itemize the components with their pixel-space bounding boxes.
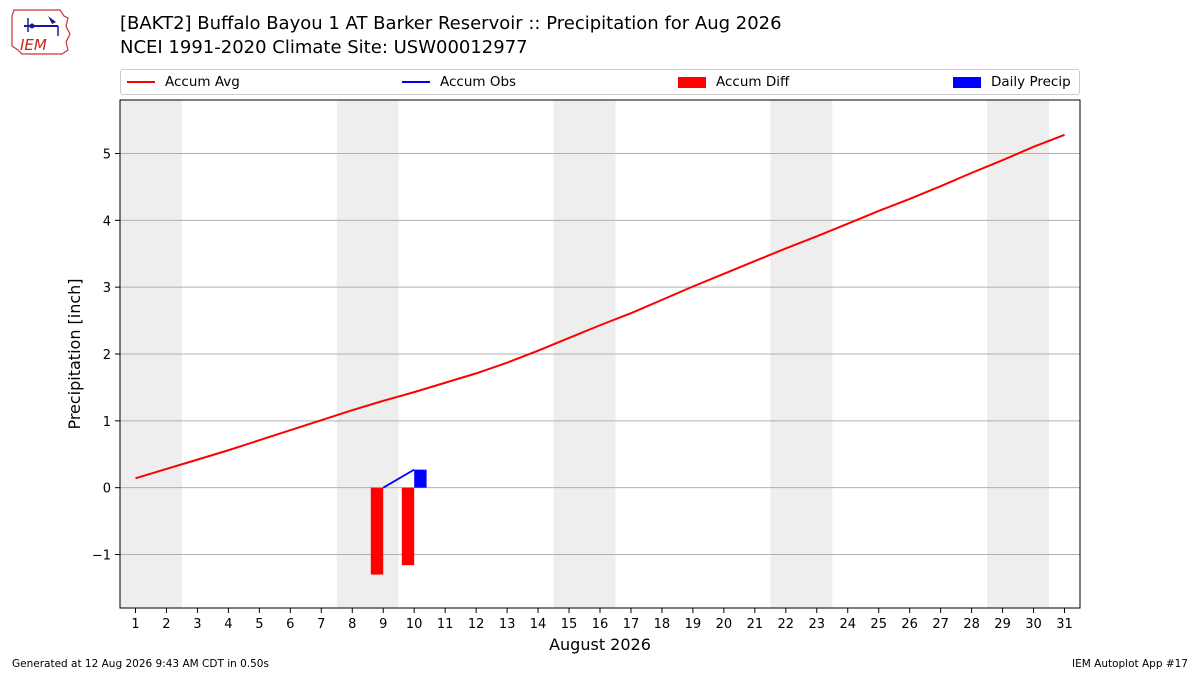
y-tick-label-4: 4 <box>103 214 111 229</box>
footer-app-id: IEM Autoplot App #17 <box>1072 658 1188 670</box>
x-tick-label-20: 20 <box>716 617 733 632</box>
x-tick-label-11: 11 <box>437 617 454 632</box>
chart-title: [BAKT2] Buffalo Bayou 1 AT Barker Reserv… <box>120 12 782 60</box>
iem-logo: IEM <box>11 9 71 55</box>
footer-generated: Generated at 12 Aug 2026 9:43 AM CDT in … <box>12 658 269 670</box>
x-tick-label-4: 4 <box>224 617 232 632</box>
x-tick-label-25: 25 <box>870 617 887 632</box>
x-tick-label-18: 18 <box>654 617 671 632</box>
x-tick-label-24: 24 <box>839 617 856 632</box>
x-tick-label-10: 10 <box>406 617 423 632</box>
legend-swatch-accum-avg <box>127 81 155 83</box>
x-tick-label-2: 2 <box>162 617 170 632</box>
y-tick-label-3: 3 <box>103 281 111 296</box>
x-tick-label-9: 9 <box>379 617 387 632</box>
y-tick-label-5: 5 <box>103 147 111 162</box>
accum-diff-bar-9 <box>370 487 384 575</box>
daily-precip-bar-10 <box>414 469 427 488</box>
x-tick-label-19: 19 <box>685 617 702 632</box>
x-axis-label: August 2026 <box>549 635 651 654</box>
x-tick-label-8: 8 <box>348 617 356 632</box>
accum-diff-bar-10 <box>401 487 415 566</box>
x-tick-label-31: 31 <box>1056 617 1073 632</box>
y-tick-label-2: 2 <box>103 348 111 363</box>
title-line-2: NCEI 1991-2020 Climate Site: USW00012977 <box>120 37 528 58</box>
legend-item-accum-obs: Accum Obs <box>402 70 516 94</box>
accum-avg-line <box>135 133 1065 480</box>
x-tick-label-22: 22 <box>778 617 795 632</box>
x-tick-label-6: 6 <box>286 617 294 632</box>
accum-obs-line <box>382 468 415 489</box>
x-tick-label-23: 23 <box>809 617 826 632</box>
legend-swatch-accum-diff <box>678 76 706 88</box>
legend-item-accum-diff: Accum Diff <box>678 70 789 94</box>
x-tick-label-28: 28 <box>963 617 980 632</box>
legend-label-accum-avg: Accum Avg <box>165 74 240 90</box>
x-tick-label-17: 17 <box>623 617 640 632</box>
y-tick-label-0: 0 <box>103 482 111 497</box>
legend-label-accum-diff: Accum Diff <box>716 74 790 90</box>
legend-item-daily-precip: Daily Precip <box>953 70 1071 94</box>
x-tick-label-12: 12 <box>468 617 485 632</box>
legend-swatch-daily-precip <box>953 76 981 88</box>
x-tick-label-16: 16 <box>592 617 609 632</box>
legend-swatch-accum-obs <box>402 81 430 83</box>
y-axis-label: Precipitation [inch] <box>65 278 84 429</box>
x-tick-label-3: 3 <box>193 617 201 632</box>
iem-logo-text: IEM <box>20 36 47 54</box>
x-tick-label-13: 13 <box>499 617 516 632</box>
x-tick-label-26: 26 <box>901 617 918 632</box>
title-line-1: [BAKT2] Buffalo Bayou 1 AT Barker Reserv… <box>120 13 782 34</box>
x-tick-label-30: 30 <box>1025 617 1042 632</box>
y-tick-label-1: 1 <box>103 415 111 430</box>
legend-item-accum-avg: Accum Avg <box>127 70 240 94</box>
x-tick-label-29: 29 <box>994 617 1011 632</box>
x-tick-label-27: 27 <box>932 617 949 632</box>
x-tick-label-5: 5 <box>255 617 263 632</box>
x-tick-label-14: 14 <box>530 617 547 632</box>
y-tick-label--1: −1 <box>92 549 111 564</box>
x-tick-label-21: 21 <box>747 617 764 632</box>
legend-label-daily-precip: Daily Precip <box>991 74 1071 90</box>
chart-legend: Accum Avg Accum Obs Accum Diff Daily Pre… <box>120 69 1080 95</box>
x-tick-label-1: 1 <box>131 617 139 632</box>
x-tick-label-15: 15 <box>561 617 578 632</box>
legend-label-accum-obs: Accum Obs <box>440 74 517 90</box>
x-tick-label-7: 7 <box>317 617 325 632</box>
